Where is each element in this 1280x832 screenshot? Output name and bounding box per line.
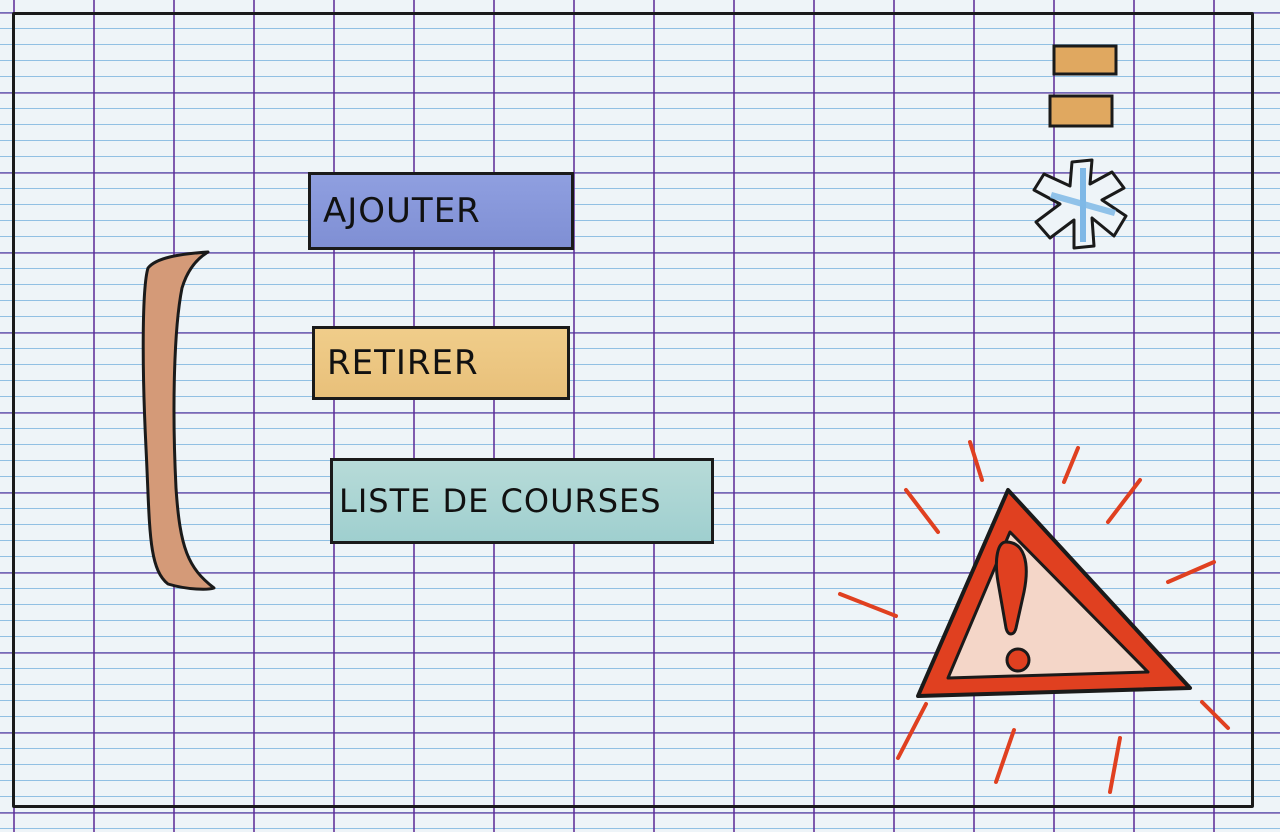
add-button[interactable]: AJOUTER [308, 172, 574, 250]
shopping-list-button[interactable]: LISTE DE COURSES [330, 458, 714, 544]
remove-button[interactable]: RETIRER [312, 326, 570, 400]
app-window [12, 12, 1254, 808]
scrollbar[interactable] [138, 248, 220, 592]
menu-icon[interactable] [1044, 42, 1120, 130]
warning-icon [830, 432, 1250, 802]
asterisk-icon[interactable] [1028, 156, 1138, 252]
